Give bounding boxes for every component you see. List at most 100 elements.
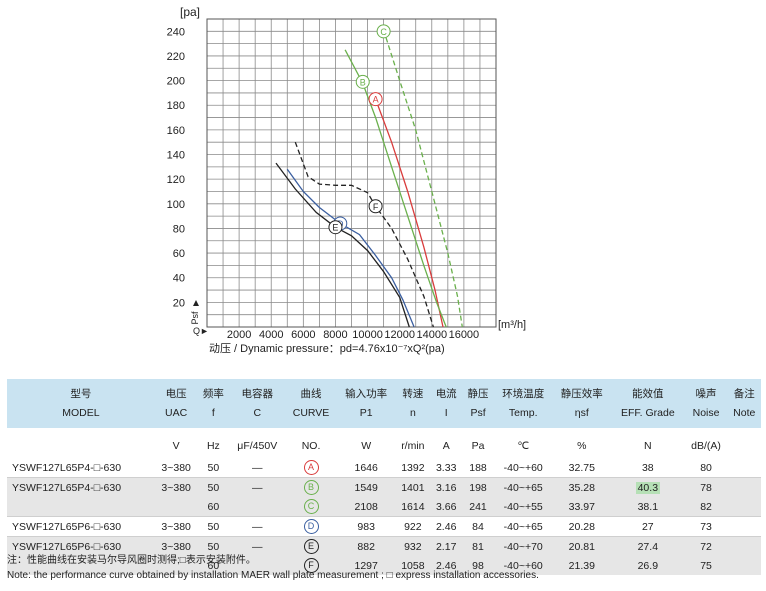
unit-cell: V — [154, 428, 198, 458]
cell-current: 3.33 — [435, 461, 457, 474]
cell-voltage: 3~380 — [154, 516, 198, 537]
header-row-cn: 型号 电压 频率 电容器 曲线 输入功率 转速 电流 静压 环境温度 静压效率 能效值 噪声 备注 — [7, 379, 761, 403]
curve-label-c: C — [380, 27, 387, 37]
y-axis-arrow — [193, 300, 199, 306]
cell-voltage: 3~380 — [154, 477, 198, 497]
header-cell-en: Note — [727, 403, 761, 428]
cell-power: 1297 — [336, 556, 396, 575]
cell-power: 1549 — [336, 477, 396, 497]
header-cell-en: Psf — [462, 403, 494, 428]
cell-freq: 50 — [197, 477, 230, 497]
cell-cap: — — [229, 477, 286, 497]
header-cell-cn: 曲线 — [285, 379, 337, 403]
curve-c — [382, 29, 463, 328]
performance-chart: 20 40 60 80 100 120 140 160 180 200 220 240 2000 4000… — [167, 5, 526, 355]
header-cell-cn: 电流 — [430, 379, 463, 403]
cell-grade: 40.3 — [611, 477, 685, 497]
header-cell-en: f — [197, 403, 230, 428]
cell-cap — [229, 556, 286, 575]
header-cell-en: n — [395, 403, 431, 428]
curve-a — [374, 98, 444, 328]
header-cell-cn: 静压效率 — [552, 379, 612, 403]
x-tick-label: 6000 — [291, 329, 315, 341]
cell-model — [7, 556, 155, 575]
cell-eff: 32.75 — [568, 461, 595, 474]
table-row: YSWF127L65P4-□-630 3~380 50 — A 1646 1392 3.33 1… — [7, 458, 761, 478]
cell-psf: 241 — [462, 497, 494, 517]
cell-speed: 1401 — [395, 477, 431, 497]
cell-noise: 80 — [700, 461, 712, 474]
cell-curve: D — [285, 516, 337, 537]
y-tick-label: 220 — [167, 51, 185, 63]
cell-grade: 26.9 — [611, 556, 685, 575]
header-cell-en: ηsf — [552, 403, 612, 428]
cell-voltage: 3~380 — [154, 536, 198, 556]
cell-temp: -40~+70 — [493, 536, 553, 556]
header-cell-cn: 电压 — [154, 379, 198, 403]
x-axis-prefix: Q► — [193, 326, 209, 336]
cell-power: 1646 — [354, 461, 378, 474]
cell-voltage — [154, 497, 198, 517]
table-row: 60 F 1297 1058 2.46 98 -40~+60 21.39 26.9 75 — [7, 556, 761, 575]
unit-cell: μF/450V — [229, 428, 286, 458]
cell-noise: 82 — [684, 497, 728, 517]
cell-model — [7, 497, 155, 517]
header-cell-en: MODEL — [7, 403, 155, 428]
curve-f — [294, 141, 435, 328]
y-tick-label: 140 — [167, 150, 185, 162]
unit-cell: Pa — [462, 428, 494, 458]
x-tick-label: 2000 — [227, 329, 251, 341]
header-cell-cn: 备注 — [727, 379, 761, 403]
y-tick-label: 40 — [173, 273, 185, 285]
cell-cap — [229, 497, 286, 517]
plot-frame — [206, 18, 497, 328]
x-tick-label: 14000 — [416, 329, 447, 341]
cell-current: 3.66 — [430, 497, 463, 517]
y-tick-label: 60 — [173, 248, 185, 260]
curve-d — [286, 168, 415, 328]
cell-psf: 198 — [462, 477, 494, 497]
cell-grade: 27 — [611, 516, 685, 537]
unit-cell — [727, 428, 761, 458]
x-tick-label: 12000 — [384, 329, 415, 341]
cell-eff: 35.28 — [552, 477, 612, 497]
cell-speed: 1614 — [395, 497, 431, 517]
highlighted-grade: 40.3 — [635, 481, 661, 494]
table-row: YSWF127L65P6-□-630 3~380 50— D 983 922 2.46 84-… — [7, 516, 761, 537]
header-row-en: MODEL UAC f C CURVE P1 n I Psf Temp. ηsf EFF. Grade… — [7, 403, 761, 428]
cell-power: 983 — [336, 516, 396, 537]
header-cell-en: EFF. Grade — [611, 403, 685, 428]
curve-label-circle-b — [355, 74, 370, 89]
cell-freq: 60 — [197, 556, 230, 575]
footnote-en: Note: the performance curve obtained by … — [7, 570, 539, 581]
header-cell-cn: 转速 — [395, 379, 431, 403]
header-cell-en: Temp. — [493, 403, 553, 428]
cell-model: YSWF127L65P6-□-630 — [7, 536, 155, 556]
cell-voltage — [154, 556, 198, 575]
cell-noise: 73 — [684, 516, 728, 537]
cell-note — [728, 458, 761, 478]
cell-cap: — — [229, 516, 286, 537]
cell-speed: 1392 — [401, 461, 425, 474]
cell-model: YSWF127L65P4-□-630 — [12, 461, 122, 474]
cell-voltage: 3~380 — [161, 461, 191, 474]
cell-noise: 72 — [684, 536, 728, 556]
cell-freq: 50 — [207, 461, 220, 474]
unit-cell: % — [552, 428, 612, 458]
cell-psf: 81 — [462, 536, 494, 556]
header-cell-en: I — [430, 403, 463, 428]
x-tick-label: 16000 — [449, 329, 480, 341]
curve-label-f: F — [373, 202, 379, 212]
y-tick-label: 200 — [167, 76, 185, 88]
cell-curve: C — [285, 497, 337, 517]
cell-speed: 932 — [395, 536, 431, 556]
header-cell-en: C — [229, 403, 286, 428]
y-tick-label: 100 — [167, 199, 185, 211]
cell-freq: 50 — [197, 536, 230, 556]
unit-cell: A — [430, 428, 463, 458]
y-axis-label-bottom: Psf — [190, 311, 200, 325]
curve-label-b: B — [360, 77, 366, 87]
header-cell-cn: 静压 — [462, 379, 494, 403]
cell-temp: -40~+60 — [503, 461, 543, 474]
